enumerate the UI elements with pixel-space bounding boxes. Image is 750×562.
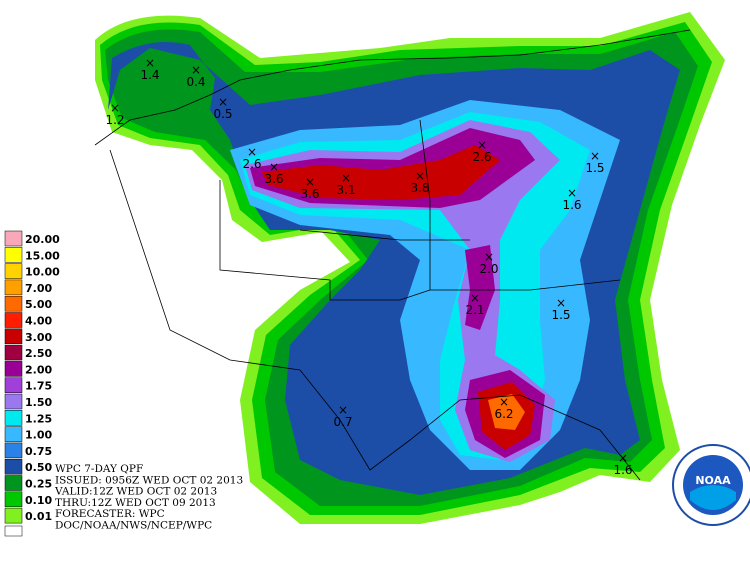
legend-label: 7.00 [25,282,52,295]
point-marker: × [556,296,566,310]
legend-label: 0.10 [25,494,52,507]
legend-swatch [4,458,23,475]
legend-swatch [4,247,23,263]
legend-label: 1.75 [25,380,52,393]
point-value: 3.6 [300,187,319,201]
legend-label: 1.50 [25,396,52,409]
legend-label: 0.01 [25,510,52,523]
point-value: 1.6 [562,198,581,212]
legend-label: 0.50 [25,461,52,474]
borders [94,29,691,481]
legend-swatch [4,377,23,393]
legend-empty-swatch [4,525,23,537]
legend-swatch [4,279,23,296]
legend-label: 5.00 [25,298,52,311]
noaa-logo: NOAA [672,444,750,526]
point-marker: × [110,101,120,115]
forecast-points: ×1.4×1.2×0.4×0.5×2.6 ×3.6 ×3.6×3.1×3.8×2.6… [105,56,632,477]
point-value: 3.1 [336,183,355,197]
point-value: 1.6 [613,463,632,477]
legend-label: 1.25 [25,412,52,425]
point-value: 3.6 [264,172,283,186]
point-marker: × [499,395,509,409]
point-value: 1.2 [105,113,124,127]
info-line: DOC/NOAA/NWS/NCEP/WPC [55,520,212,532]
legend-swatch [4,230,23,247]
point-marker: × [484,250,494,264]
point-marker: × [269,160,279,174]
legend: 20.00 15.00 10.00 7.00 5.00 4.00 3.00 2.50 2.00 1… [4,230,60,524]
legend-swatch [4,295,23,312]
legend-swatch [4,491,23,508]
point-value: 0.4 [186,75,205,89]
point-marker: × [218,95,228,109]
legend-swatch [4,475,23,491]
legend-swatch [4,426,23,442]
point-marker: × [338,403,348,417]
legend-swatch [4,312,23,328]
point-value: 2.6 [242,157,261,171]
legend-label: 0.75 [25,445,52,458]
info-line: THRU:12Z WED OCT 09 2013 [55,497,216,509]
point-value: 6.2 [494,407,513,421]
point-value: 2.1 [465,303,484,317]
legend-swatch [4,263,23,279]
point-value: 1.5 [551,308,570,322]
info-line: ISSUED: 0956Z WED OCT 02 2013 [55,474,243,486]
legend-label: 1.00 [25,429,52,442]
legend-label: 15.00 [25,249,60,262]
point-marker: × [341,171,351,185]
point-value: 3.8 [410,181,429,195]
point-marker: × [191,63,201,77]
zone-1.50 [245,120,560,462]
zone-5.00 [488,394,525,430]
legend-label: 4.00 [25,315,52,328]
legend-label: 20.00 [25,233,60,246]
legend-swatch [4,507,23,524]
point-marker: × [618,451,628,465]
point-marker: × [415,169,425,183]
legend-swatch [4,410,23,426]
legend-swatch [4,442,23,459]
logo-wave [690,485,736,510]
logo-text: NOAA [695,474,731,487]
point-marker: × [145,56,155,70]
point-marker: × [567,186,577,200]
point-value: 1.5 [585,161,604,175]
legend-label: 2.50 [25,347,52,360]
legend-swatch [4,393,23,410]
point-value: 0.5 [213,107,232,121]
point-marker: × [590,149,600,163]
legend-label: 2.00 [25,363,52,376]
legend-swatch [4,328,23,345]
legend-label: 3.00 [25,331,52,344]
point-value: 0.7 [333,415,352,429]
legend-swatch [4,361,23,377]
point-value: 1.4 [140,68,159,82]
point-value: 2.6 [472,150,491,164]
point-marker: × [470,291,480,305]
info-line: VALID:12Z WED OCT 02 2013 [54,486,217,498]
info-line: FORECASTER: WPC [55,508,165,520]
precip-shading [95,12,725,524]
point-marker: × [305,175,315,189]
point-marker: × [247,145,257,159]
point-value: 2.0 [479,262,498,276]
legend-swatch [4,344,23,361]
legend-label: 10.00 [25,266,60,279]
info-line: WPC 7-DAY QPF [55,463,143,475]
point-marker: × [477,138,487,152]
legend-label: 0.25 [25,478,52,491]
